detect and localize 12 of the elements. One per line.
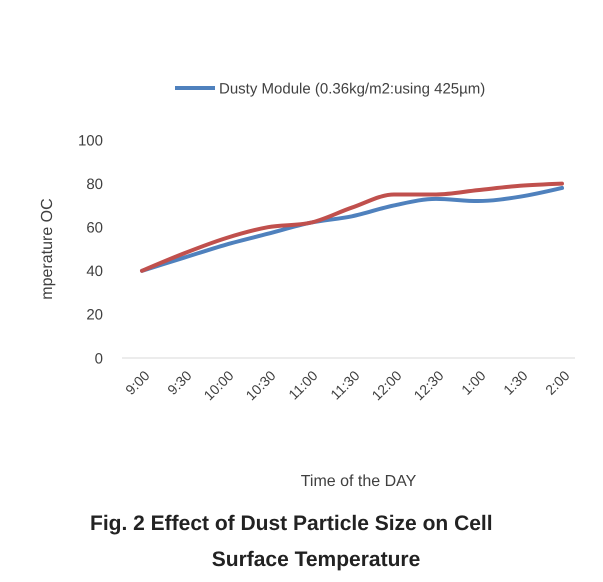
legend-label: Dusty Module (0.36kg/m2:using 425µm) [219,80,486,98]
y-tick-label: 0 [94,350,103,368]
y-tick-label: 80 [86,176,103,193]
text: Fig. 2 Effect of Dust Particle Size on Cell Surface Temperature [90,512,493,571]
y-tick-label: 40 [86,263,103,280]
x-axis-title: Time of the DAY [300,473,417,490]
x-tick-label: 9:00 [122,367,153,398]
x-tick-label: 9:30 [164,367,195,398]
y-tick-label: 100 [78,132,103,150]
y-tick-label: 60 [86,219,103,236]
y-axis-title: mperature OC [39,198,56,300]
y-tick-label: 20 [86,306,103,324]
